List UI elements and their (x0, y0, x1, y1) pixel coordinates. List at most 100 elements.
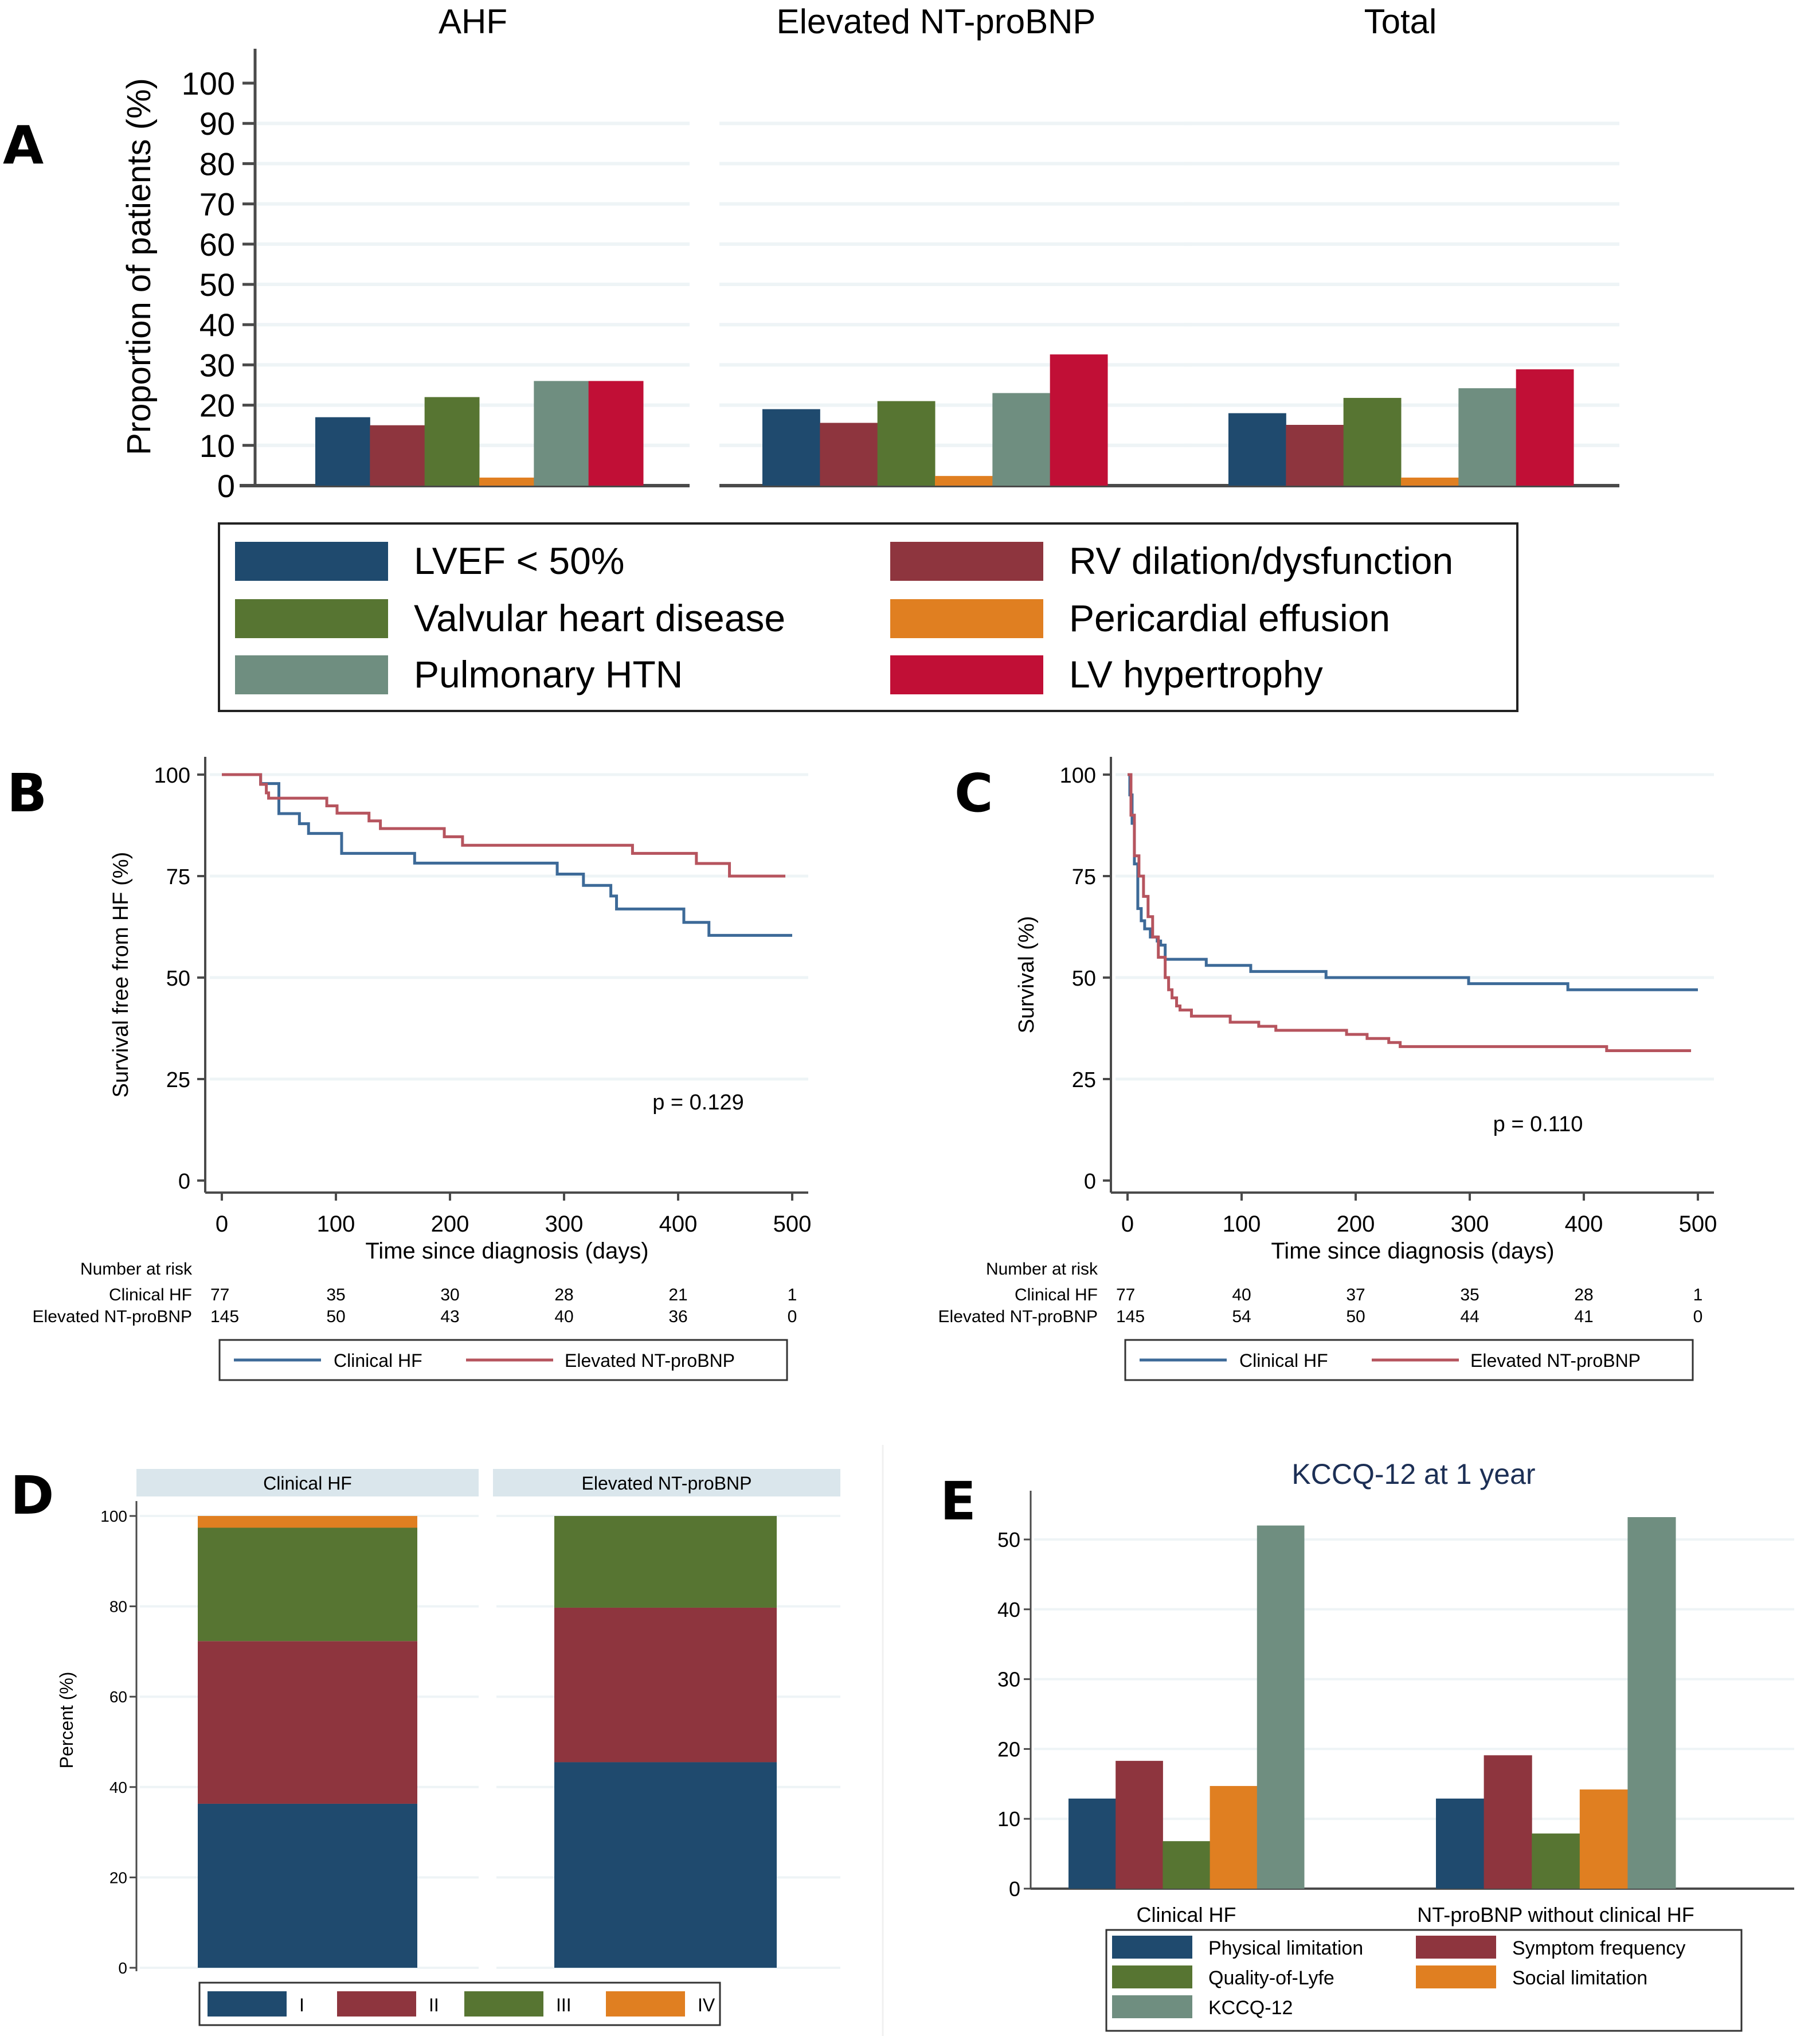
y-tick-label: 40 (199, 307, 235, 343)
legend-label: Elevated NT-proBNP (565, 1350, 735, 1371)
x-tick-label: 200 (1337, 1212, 1375, 1237)
risk-value: 145 (210, 1307, 239, 1326)
risk-value: 35 (1460, 1285, 1479, 1304)
y-tick-label: 40 (997, 1598, 1020, 1621)
y-axis-label: Survival free from HF (%) (109, 852, 133, 1098)
y-axis-label: Proportion of patients (%) (120, 78, 158, 455)
legend-swatch (1112, 1995, 1192, 2018)
chart-title: KCCQ-12 at 1 year (1291, 1458, 1535, 1490)
stacked-segment-i (554, 1762, 777, 1968)
bar-valvular-heart-disease (1343, 397, 1402, 486)
risk-row-label: Clinical HF (1015, 1285, 1098, 1304)
bar-quality-of-lyfe (1163, 1841, 1211, 1889)
facet-strip (136, 1469, 479, 1496)
panel-e-chart: KCCQ-12 at 1 year 0 10 20 30 40 50 Clinical HF N… (997, 1458, 1794, 2032)
legend-label: Valvular heart disease (414, 597, 785, 639)
y-tick-label: 75 (166, 865, 190, 889)
y-tick-label: 100 (1060, 764, 1096, 788)
panel-label-e: E (940, 1471, 976, 1532)
legend-swatch (337, 1991, 416, 2017)
y-tick-label: 25 (166, 1068, 190, 1092)
legend-swatch (464, 1991, 543, 2017)
bar-rv-dilation-dysfunction (370, 425, 425, 486)
bar-pericardial-effusion (935, 476, 993, 486)
y-tick-label: 100 (154, 764, 190, 788)
x-tick-label: 500 (773, 1212, 812, 1237)
y-tick-label: 50 (1072, 967, 1096, 991)
facet-title: Elevated NT-proBNP (777, 2, 1096, 41)
risk-row-label: Clinical HF (109, 1285, 192, 1304)
km-curve-clinical-hf (222, 773, 792, 937)
bar-social-limitation (1210, 1785, 1258, 1889)
stacked-segment-iv (198, 1516, 417, 1528)
legend-label: KCCQ-12 (1208, 1997, 1293, 2019)
panel-label-b: B (7, 763, 47, 824)
bar-valvular-heart-disease (877, 401, 936, 486)
x-axis-label: Time since diagnosis (days) (365, 1238, 648, 1264)
facet-title: Total (1364, 2, 1437, 41)
p-value-annotation: p = 0.110 (1493, 1112, 1583, 1136)
y-tick-label: 90 (199, 105, 235, 142)
bar-kccq-12 (1627, 1517, 1676, 1889)
risk-row-label: Elevated NT-proBNP (938, 1307, 1098, 1326)
y-tick-label: 80 (109, 1598, 127, 1616)
bar-lv-hypertrophy (588, 381, 644, 486)
y-tick-label: 80 (199, 146, 235, 182)
bar-physical-limitation (1068, 1798, 1116, 1889)
x-tick-label: 0 (1121, 1212, 1134, 1237)
risk-value: 40 (1232, 1285, 1251, 1304)
bar-lv-hypertrophy (1050, 354, 1108, 486)
y-tick-label: 0 (118, 1959, 127, 1977)
bar-rv-dilation-dysfunction (820, 423, 878, 486)
facet-title: AHF (439, 2, 507, 41)
bar-lvef-50- (1228, 413, 1286, 486)
stacked-segment-iii (198, 1527, 417, 1642)
risk-table-title: Number at risk (986, 1260, 1098, 1279)
y-axis-label: Percent (%) (56, 1672, 77, 1769)
risk-value: 77 (1116, 1285, 1135, 1304)
bar-lvef-50- (762, 409, 820, 486)
risk-value: 35 (326, 1285, 345, 1304)
bar-lv-hypertrophy (1516, 369, 1574, 486)
legend-swatch (235, 655, 388, 694)
y-tick-label: 10 (199, 428, 235, 464)
bar-physical-limitation (1436, 1798, 1485, 1889)
y-tick-label: 0 (217, 468, 235, 504)
facet-strip (493, 1469, 840, 1496)
bar-kccq-12 (1257, 1525, 1305, 1889)
bar-pericardial-effusion (1401, 477, 1459, 486)
y-tick-label: 30 (997, 1668, 1020, 1691)
km-curve-elevated-nt-probnp (222, 773, 786, 878)
bar-symptom-frequency (1484, 1755, 1532, 1889)
y-tick-label: 0 (1084, 1170, 1096, 1194)
x-tick-label: 400 (1565, 1212, 1603, 1237)
bar-social-limitation (1579, 1789, 1628, 1889)
legend-swatch (1112, 1936, 1192, 1959)
bar-rv-dilation-dysfunction (1286, 424, 1344, 486)
bar-symptom-frequency (1116, 1761, 1163, 1889)
x-tick-label: 100 (1223, 1212, 1261, 1237)
risk-value: 0 (1693, 1307, 1703, 1326)
bar-valvular-heart-disease (424, 397, 480, 486)
y-tick-label: 50 (997, 1528, 1020, 1552)
facet-title: Clinical HF (263, 1473, 352, 1494)
legend-label: LVEF < 50% (414, 540, 624, 582)
y-tick-label: 75 (1072, 865, 1096, 889)
x-tick-label: 400 (659, 1212, 698, 1237)
x-tick-label: 0 (216, 1212, 228, 1237)
legend-swatch (1416, 1936, 1496, 1959)
y-tick-label: 60 (109, 1688, 127, 1706)
y-tick-label: 25 (1072, 1068, 1096, 1092)
y-tick-label: 0 (1009, 1877, 1020, 1901)
y-tick-label: 20 (199, 388, 235, 424)
legend-label: Elevated NT-proBNP (1470, 1350, 1641, 1371)
x-category-label: Clinical HF (1136, 1903, 1236, 1926)
risk-value: 1 (1693, 1285, 1703, 1304)
stacked-segment-ii (198, 1641, 417, 1804)
y-tick-label: 100 (100, 1507, 127, 1525)
x-category-label: NT-proBNP without clinical HF (1417, 1903, 1694, 1926)
panel-a-chart: 0 10 20 30 40 50 60 70 80 90 100 Proportion of pati… (120, 2, 1619, 712)
risk-value: 40 (554, 1307, 573, 1326)
